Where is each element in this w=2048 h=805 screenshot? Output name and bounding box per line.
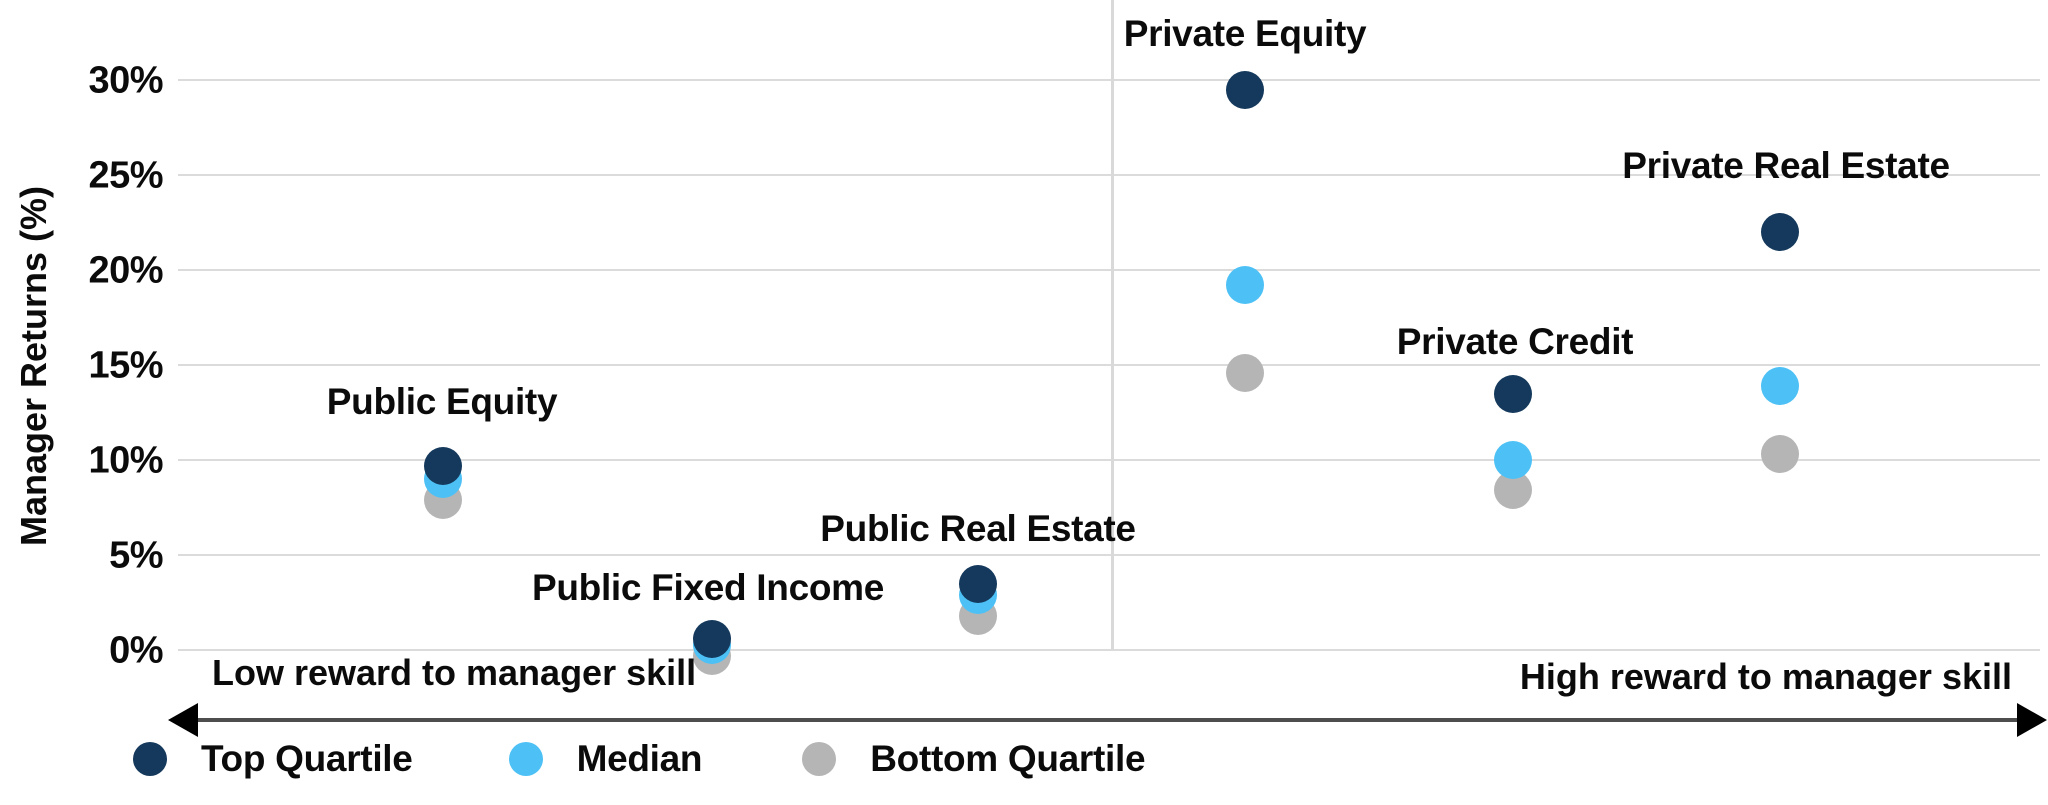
y-tick-label: 10% [88, 439, 163, 482]
median-dot-private-real-estate [1761, 366, 1799, 405]
top-quartile-dot-private-equity [1226, 70, 1264, 109]
gridline-25% [178, 174, 2040, 176]
legend-label: Median [576, 738, 703, 779]
bottom-quartile-dot-private-real-estate [1761, 435, 1799, 474]
top-quartile-dot-public-fixed-income [693, 619, 731, 658]
legend-label: Top Quartile [201, 738, 413, 779]
top-quartile-dot-private-real-estate [1761, 213, 1799, 251]
y-tick-label: 25% [88, 154, 163, 197]
gridline-30% [178, 79, 2040, 81]
category-label-private-credit: Private Credit [1396, 321, 1634, 362]
category-label-private-equity: Private Equity [1123, 13, 1367, 54]
reward-axis-arrow-line [190, 718, 2025, 722]
gridline-20% [178, 269, 2040, 271]
arrow-left-icon [168, 703, 198, 737]
public-private-divider-line [1111, 0, 1114, 650]
x-axis-low-label: Low reward to manager skill [212, 652, 697, 693]
category-label-public-real-estate: Public Real Estate [820, 508, 1136, 549]
median-dot-private-equity [1226, 266, 1264, 305]
category-label-public-fixed-income: Public Fixed Income [531, 567, 885, 608]
bottom-quartile-dot-private-equity [1226, 353, 1264, 392]
y-tick-label: 20% [88, 249, 163, 292]
median-dot-icon [508, 742, 543, 776]
legend-label: Bottom Quartile [870, 738, 1146, 779]
top-quartile-dot-icon [133, 742, 167, 776]
y-tick-label: 0% [109, 629, 163, 672]
y-tick-label: 30% [88, 59, 163, 102]
arrow-right-icon [2017, 703, 2047, 737]
gridline-15% [178, 364, 2040, 366]
top-quartile-dot-public-real-estate [959, 564, 997, 603]
y-tick-label: 5% [109, 534, 163, 577]
median-dot-private-credit [1494, 441, 1532, 479]
category-label-private-real-estate: Private Real Estate [1622, 145, 1950, 186]
top-quartile-dot-private-credit [1494, 374, 1532, 413]
legend-item-bottom-quartile: Bottom Quartile [802, 738, 1146, 780]
bottom-quartile-dot-icon [802, 742, 837, 776]
gridline-5% [178, 554, 2040, 556]
legend-item-top-quartile: Top Quartile [133, 738, 413, 780]
legend: Top Quartile Median Bottom Quartile [133, 738, 1146, 780]
category-label-public-equity: Public Equity [326, 381, 558, 422]
y-axis-title: Manager Returns (%) [13, 185, 54, 547]
top-quartile-dot-public-equity [424, 446, 462, 485]
gridline-0% [178, 649, 2040, 651]
legend-item-median: Median [508, 738, 703, 780]
y-tick-label: 15% [88, 344, 163, 387]
gridline-10% [178, 459, 2040, 461]
x-axis-high-label: High reward to manager skill [1519, 656, 2012, 697]
